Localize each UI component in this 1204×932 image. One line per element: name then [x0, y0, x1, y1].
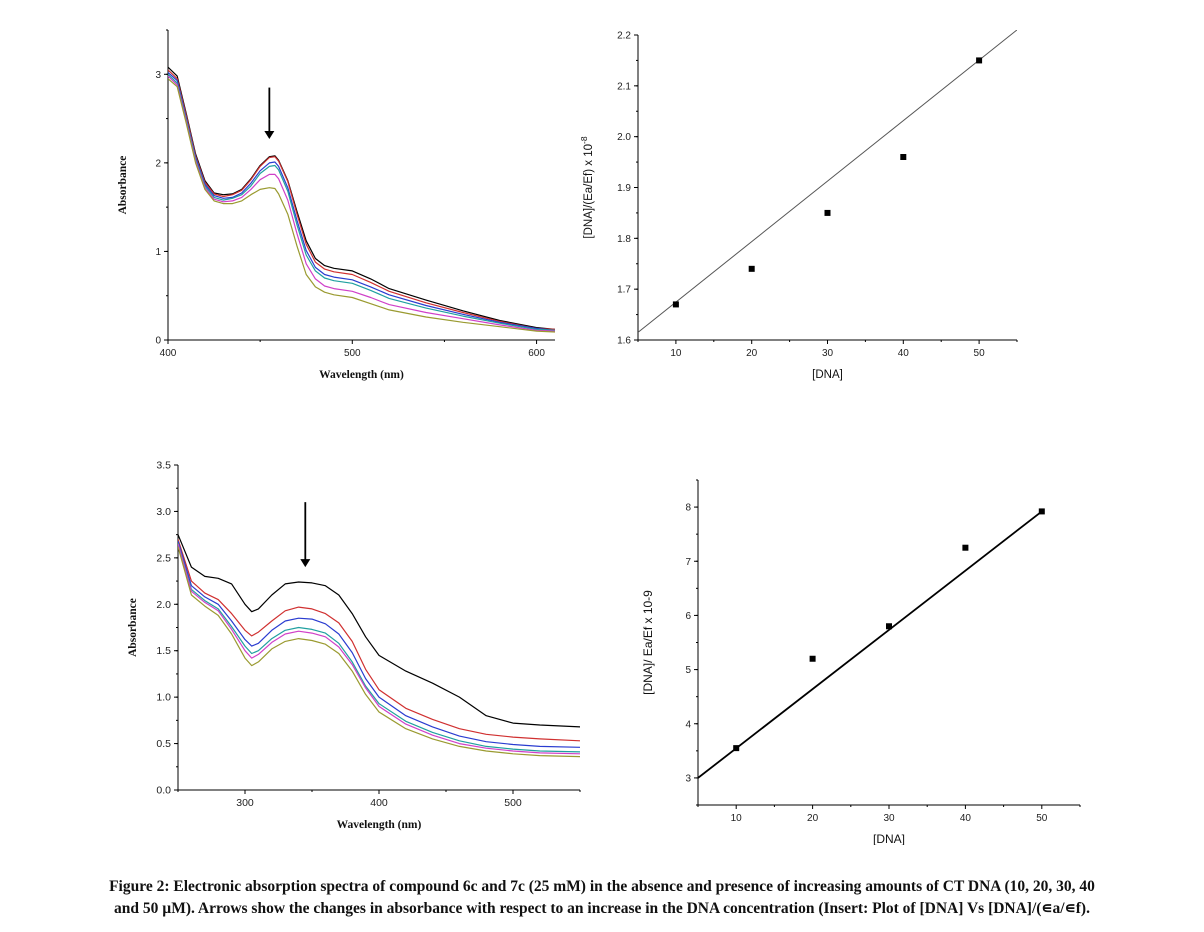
caption-line-1: Figure 2: Electronic absorption spectra …	[109, 878, 1095, 895]
data-point	[672, 301, 679, 308]
spectrum-chart-6c: 400 500 600 0 1 2 3 Wavelength (nm) Absorbance	[100, 20, 570, 400]
y-tick-label: 4	[685, 719, 691, 730]
binding-plot-7c: 10 20 30 40 50 3 4 5 6 7 8 [DNA] [DNA]/ Ea/Ef x 10-9	[640, 470, 1100, 845]
y-tick-label: 0.5	[156, 738, 171, 750]
spectrum-series-6	[168, 78, 555, 333]
y-tick-label: 2.0	[617, 132, 631, 143]
spectrum-series-4	[168, 73, 555, 331]
x-tick-label: 40	[960, 813, 972, 824]
y-tick-label: 3	[155, 70, 161, 81]
x-tick-label: 400	[370, 797, 388, 809]
y-tick-label: 1.8	[617, 234, 631, 245]
y-tick-label: 2.5	[156, 552, 171, 564]
x-axis-label: [DNA]	[873, 832, 905, 845]
spectrum-chart-7c: 300 400 500 0.0 0.5 1.0 1.5 2.0 2.5 3.0 3.5 Wavelen…	[100, 455, 590, 845]
data-point	[733, 745, 740, 752]
y-tick-label: 5	[685, 665, 691, 676]
trend-arrow-head	[300, 559, 311, 568]
y-tick-label: 1.5	[156, 645, 171, 657]
y-tick-label: 2.2	[617, 31, 631, 42]
data-point	[748, 265, 755, 272]
linear-fit-line	[638, 30, 1017, 333]
x-tick-label: 40	[898, 348, 910, 359]
x-tick-label: 500	[344, 348, 361, 359]
data-point	[809, 655, 816, 662]
y-tick-label: 0	[155, 336, 161, 347]
caption-line-2: and 50 µM). Arrows show the changes in a…	[114, 900, 1090, 917]
x-axis-label: [DNA]	[812, 369, 843, 381]
spectrum-series-1	[178, 534, 580, 728]
y-tick-label: 1	[155, 247, 161, 258]
x-tick-label: 500	[504, 797, 522, 809]
y-tick-label: 1.7	[617, 285, 631, 296]
x-tick-label: 400	[160, 348, 177, 359]
x-tick-label: 50	[974, 348, 986, 359]
y-axis-label: [DNA]/ Ea/Ef x 10-9	[641, 590, 655, 695]
y-axis-label: [DNA]/(Ea/Ef) x 10-8	[579, 136, 595, 238]
spectrum-series-2	[178, 539, 580, 742]
y-axis-label: Absorbance	[117, 156, 129, 215]
linear-fit-line	[698, 510, 1043, 779]
spectrum-series-3	[178, 540, 580, 748]
x-tick-label: 30	[822, 348, 834, 359]
y-tick-label: 0.0	[156, 785, 171, 797]
x-tick-label: 300	[236, 797, 254, 809]
spectrum-series-2	[168, 69, 555, 330]
y-tick-label: 3.0	[156, 506, 171, 518]
y-tick-label: 2	[155, 158, 161, 169]
data-point	[900, 154, 907, 160]
y-tick-label: 3	[685, 773, 691, 784]
x-axis-label: Wavelength (nm)	[337, 819, 422, 831]
x-tick-label: 50	[1036, 813, 1048, 824]
spectrum-series-5	[168, 75, 555, 332]
y-tick-label: 8	[685, 503, 691, 514]
x-tick-label: 20	[746, 348, 758, 359]
x-tick-label: 20	[807, 813, 819, 824]
data-point	[976, 57, 983, 64]
y-tick-label: 6	[685, 611, 691, 622]
figure-caption: Figure 2: Electronic absorption spectra …	[20, 876, 1184, 920]
spectrum-series-6	[178, 546, 580, 758]
y-tick-label: 3.5	[156, 460, 171, 472]
binding-plot-6c: 10 20 30 40 50 1.6 1.7 1.8 1.9 2.0 2.1 2.2 [DNA] [DNA…	[570, 20, 1040, 400]
y-tick-label: 2.1	[617, 81, 631, 92]
x-axis-label: Wavelength (nm)	[319, 369, 404, 381]
y-tick-label: 7	[685, 557, 691, 568]
x-tick-label: 30	[883, 813, 895, 824]
y-tick-label: 2.0	[156, 599, 171, 611]
data-point	[886, 623, 892, 630]
data-point	[962, 544, 969, 551]
spectrum-series-4	[178, 542, 580, 753]
spectrum-series-5	[178, 543, 580, 755]
x-tick-label: 10	[731, 813, 743, 824]
y-axis-label: Absorbance	[127, 598, 139, 657]
x-tick-label: 10	[670, 348, 682, 359]
x-tick-label: 600	[528, 348, 545, 359]
y-tick-label: 1.0	[156, 692, 171, 704]
data-point	[1038, 508, 1045, 515]
trend-arrow-head	[264, 130, 275, 139]
y-tick-label: 1.6	[617, 336, 631, 347]
data-point	[824, 209, 831, 216]
y-axis-label-exponent: -8	[579, 136, 589, 144]
spectrum-series-3	[168, 72, 555, 331]
y-tick-label: 1.9	[617, 183, 631, 194]
